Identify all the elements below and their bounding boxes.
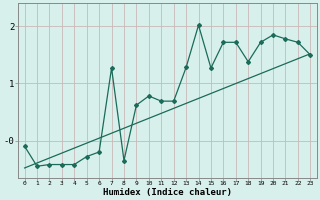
X-axis label: Humidex (Indice chaleur): Humidex (Indice chaleur) <box>103 188 232 197</box>
